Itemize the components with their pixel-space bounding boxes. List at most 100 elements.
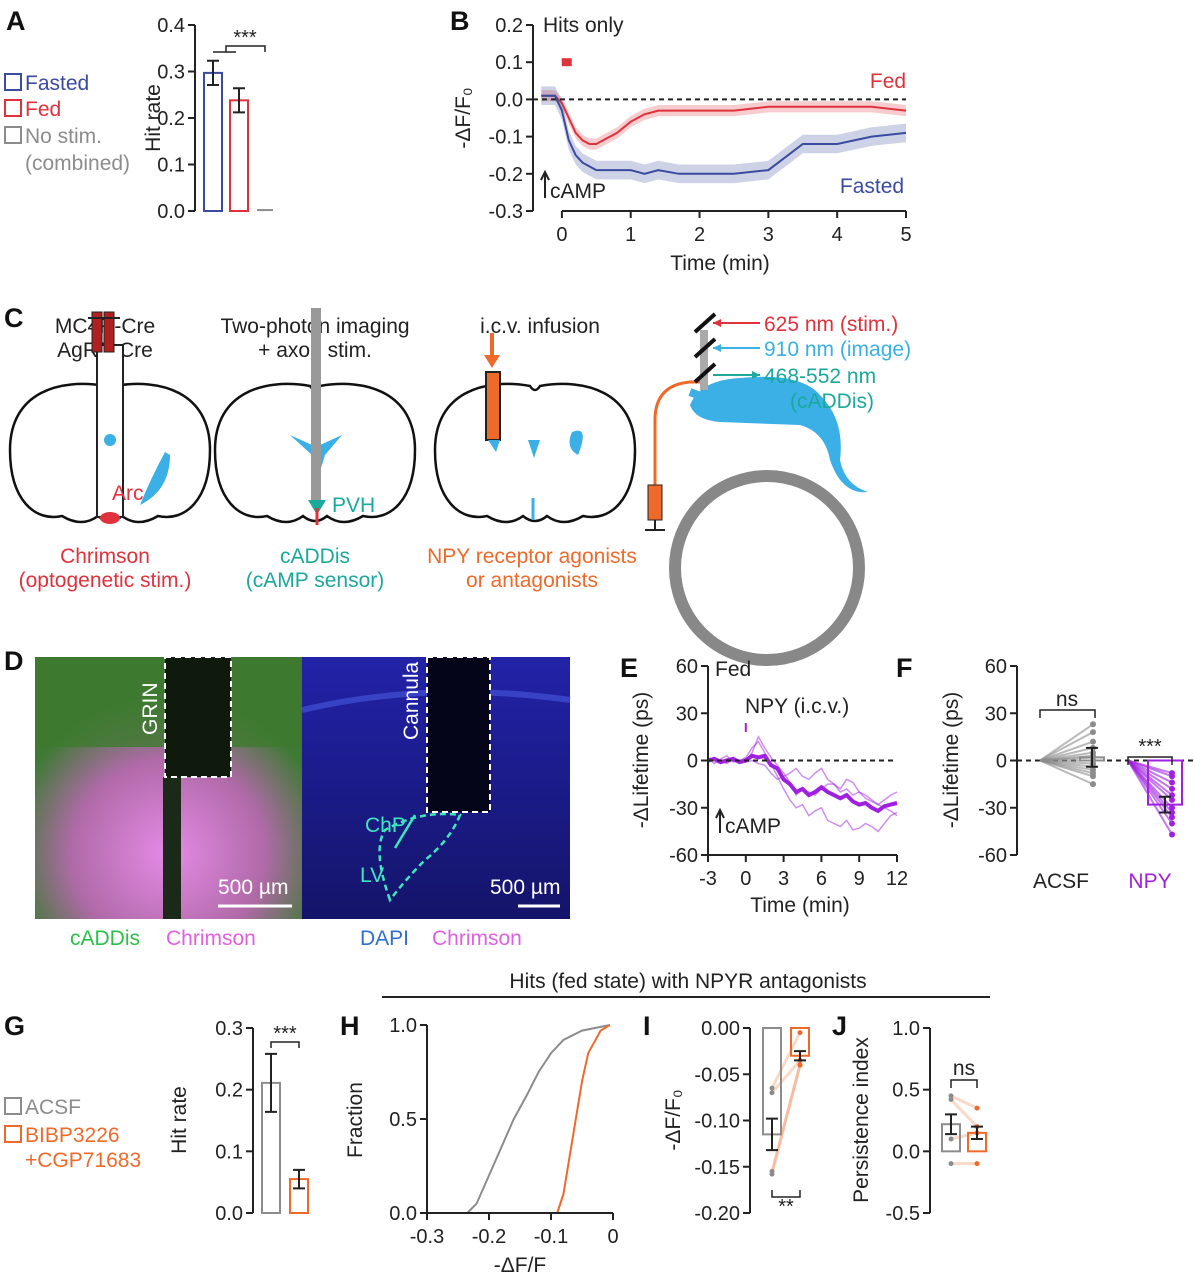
- h-y-tick-label: 1.0: [389, 1015, 417, 1037]
- j-paired-line: [949, 1098, 979, 1128]
- imaging-probe-icon: [311, 308, 321, 503]
- b-fed-sem-band: [541, 90, 906, 150]
- f-npy-paired-line: [1127, 759, 1173, 836]
- ventricle-icon: [528, 440, 540, 458]
- j-point: [948, 1097, 954, 1103]
- f-npy-point: [1169, 785, 1175, 792]
- e-y-label: -ΔLifetime (ps): [630, 692, 653, 829]
- j-point: [974, 1161, 980, 1167]
- panel-label-a: A: [6, 6, 26, 36]
- i-point: [769, 1085, 775, 1091]
- mouse-icon: [690, 376, 868, 493]
- h-cdf-line-1: [556, 1024, 611, 1214]
- g-bar-0-error-bar: [265, 1052, 277, 1113]
- b-camp-arrow-icon: [540, 169, 550, 198]
- i-paired-line: [770, 1064, 802, 1175]
- i-y-label: -ΔF/F₀: [662, 1089, 685, 1150]
- grin-label: GRIN: [139, 683, 162, 736]
- g-legend-acsf: ACSF: [25, 1096, 81, 1119]
- e-event-label: NPY (i.c.v.): [745, 695, 849, 718]
- b-y-tick-label: -0.2: [489, 164, 523, 186]
- caption-chrimson-2: (optogenetic stim.): [19, 569, 192, 592]
- a-significance: ***: [233, 27, 257, 49]
- b-y-label: -ΔF/F₀: [452, 87, 475, 148]
- grin-lens-outline: [164, 656, 232, 778]
- i-y-tick-label: -0.05: [694, 1064, 740, 1086]
- j-point: [948, 1161, 954, 1167]
- g-legend-swatch-acsf: [4, 1097, 22, 1115]
- j-y-label: Persistence index: [850, 1037, 873, 1203]
- g-y-tick-label: 0.3: [215, 1018, 243, 1040]
- g-y-tick-label: 0.2: [215, 1080, 243, 1102]
- f-acsf-paired-line: [1039, 731, 1094, 762]
- chp-pointer: [393, 814, 417, 849]
- caption-chrimson-right: Chrimson: [432, 927, 522, 950]
- b-y-tick-label: -0.3: [489, 201, 523, 223]
- emission-label-2: (cADDis): [790, 390, 874, 413]
- b-y-tick-label: 0.0: [495, 89, 523, 111]
- a-y-tick-label: 0.0: [157, 201, 185, 223]
- e-y-tick-label: 30: [676, 703, 698, 725]
- a-legend-swatch: [4, 126, 22, 144]
- b-fasted-label: Fasted: [840, 175, 904, 198]
- caption-caddis: cADDis: [70, 927, 140, 950]
- h-y-tick-label: 0.0: [389, 1203, 417, 1225]
- caption-npy-agonists-2: or antagonists: [466, 569, 598, 592]
- b-stim-marker: [561, 58, 572, 67]
- chp-label: ChP: [365, 814, 406, 837]
- panel-label-b: B: [450, 6, 470, 36]
- panel-label-g: G: [4, 1011, 25, 1041]
- e-camp-label: cAMP: [725, 815, 781, 838]
- a-y-tick-label: 0.4: [157, 15, 185, 37]
- f-npy-point: [1169, 796, 1175, 803]
- a-legend-swatch: [4, 73, 22, 91]
- f-acsf-paired-line: [1039, 740, 1094, 762]
- b-y-tick-label: 0.1: [495, 52, 523, 74]
- laser-stim-label: 625 nm (stim.): [764, 313, 898, 336]
- b-y-tick-label: -0.1: [489, 127, 523, 149]
- a-legend-label: Fed: [25, 98, 61, 121]
- a-significance-bracket: [213, 45, 266, 53]
- laser-image-label: 910 nm (image): [764, 338, 911, 361]
- caption-caddis-2: (cAMP sensor): [246, 569, 384, 592]
- j-paired-line: [950, 1131, 978, 1141]
- ventricle-icon: [140, 452, 170, 505]
- e-x-tick-label: 0: [740, 868, 751, 890]
- g-legend-swatch-antagonists: [4, 1125, 22, 1143]
- i-y-tick-label: 0.00: [701, 1018, 740, 1040]
- j-point: [948, 1136, 954, 1142]
- i-point: [769, 1171, 775, 1177]
- brain-section-outline-3: [433, 382, 637, 524]
- h-x-label: -ΔF/F: [494, 1254, 547, 1277]
- pvh-label: PVH: [332, 494, 375, 517]
- f-acsf-point: [1090, 781, 1096, 788]
- f-acsf-paired-line: [1039, 723, 1094, 762]
- e-x-tick-label: 6: [816, 868, 827, 890]
- a-fasted-bar: [203, 71, 223, 212]
- b-fed-line: [541, 94, 907, 145]
- j-bar-0-error-bar: [945, 1113, 957, 1136]
- e-title: Fed: [715, 658, 751, 681]
- f-y-tick-label: 30: [985, 703, 1007, 725]
- f-y-tick-label: 0: [996, 751, 1007, 773]
- f-npy-bracket: [1127, 756, 1173, 765]
- e-y-tick-label: 60: [676, 656, 698, 678]
- i-bar-1-error-bar: [794, 1050, 806, 1062]
- f-y-tick-label: -30: [978, 798, 1007, 820]
- f-acsf-paired-line: [1039, 759, 1094, 778]
- f-acsf-point: [1090, 721, 1096, 728]
- f-npy-label: NPY: [1128, 870, 1171, 893]
- caption-dapi: DAPI: [360, 927, 409, 950]
- h-y-tick-label: 0.5: [389, 1109, 417, 1131]
- f-npy-point: [1169, 814, 1175, 821]
- panel-label-d: D: [4, 646, 24, 676]
- h-x-tick-label: -0.2: [472, 1226, 506, 1248]
- f-y-tick-label: -60: [978, 845, 1007, 867]
- cannula-outline: [426, 656, 491, 813]
- a-fasted-error-bar: [207, 59, 219, 86]
- caption-caddis: cADDis: [280, 545, 350, 568]
- e-x-tick-label: -3: [699, 868, 717, 890]
- panel-labels: A B C D E F G H I J: [4, 6, 913, 1041]
- a-y-label: Hit rate: [142, 84, 165, 152]
